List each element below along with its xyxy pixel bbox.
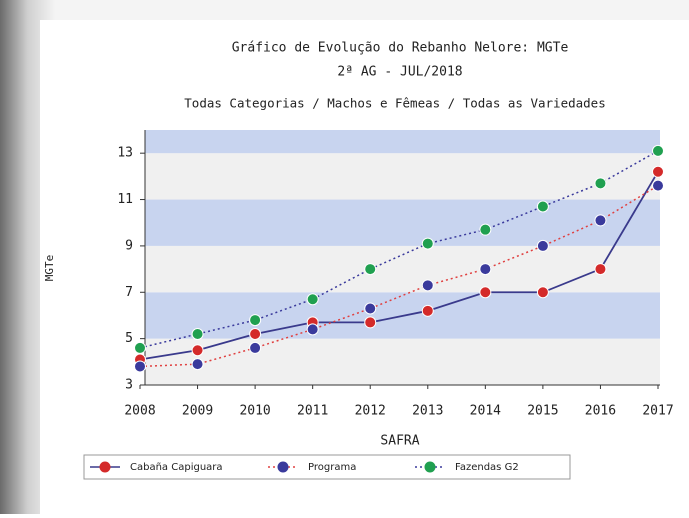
data-point: [595, 178, 606, 189]
legend-marker: [425, 462, 436, 473]
chart: Gráfico de Evolução do Rebanho Nelore: M…: [0, 0, 689, 514]
grid-band: [145, 153, 660, 199]
y-tick-label: 7: [125, 285, 133, 300]
grid-band: [145, 200, 660, 246]
data-point: [135, 361, 146, 372]
data-point: [480, 264, 491, 275]
data-point: [537, 287, 548, 298]
legend-marker: [100, 462, 111, 473]
x-tick-label: 2016: [585, 404, 616, 419]
data-point: [537, 240, 548, 251]
grid-band: [145, 339, 660, 385]
data-point: [192, 345, 203, 356]
legend-label: Cabaña Capiguara: [130, 462, 223, 473]
data-point: [480, 224, 491, 235]
data-point: [595, 215, 606, 226]
data-point: [595, 264, 606, 275]
data-point: [307, 294, 318, 305]
x-tick-label: 2011: [297, 404, 328, 419]
legend-marker: [278, 462, 289, 473]
x-tick-label: 2009: [182, 404, 213, 419]
data-point: [422, 305, 433, 316]
data-point: [307, 324, 318, 335]
data-point: [653, 166, 664, 177]
data-point: [422, 280, 433, 291]
x-tick-label: 2014: [470, 404, 501, 419]
legend-label: Programa: [308, 462, 356, 473]
y-tick-label: 3: [125, 378, 133, 393]
y-tick-label: 5: [125, 331, 133, 346]
data-point: [653, 180, 664, 191]
data-point: [135, 342, 146, 353]
x-tick-label: 2013: [412, 404, 443, 419]
data-point: [192, 329, 203, 340]
page: Gráfico de Evolução do Rebanho Nelore: M…: [0, 0, 689, 514]
chart-title: Gráfico de Evolução do Rebanho Nelore: M…: [232, 41, 569, 56]
grid-band: [145, 246, 660, 292]
x-tick-label: 2015: [527, 404, 558, 419]
data-point: [250, 315, 261, 326]
data-point: [653, 145, 664, 156]
data-point: [422, 238, 433, 249]
chart-description: Todas Categorias / Machos e Fêmeas / Tod…: [184, 96, 605, 111]
data-point: [250, 329, 261, 340]
x-tick-label: 2017: [642, 404, 673, 419]
legend-label: Fazendas G2: [455, 462, 519, 473]
y-tick-label: 9: [125, 238, 133, 253]
data-point: [365, 264, 376, 275]
data-point: [250, 342, 261, 353]
x-tick-label: 2010: [239, 404, 270, 419]
y-tick-label: 13: [117, 146, 133, 161]
data-point: [365, 303, 376, 314]
data-point: [365, 317, 376, 328]
chart-subtitle: 2ª AG - JUL/2018: [337, 65, 462, 80]
x-tick-label: 2008: [124, 404, 155, 419]
x-tick-label: 2012: [355, 404, 386, 419]
y-axis-label: MGTe: [43, 255, 56, 282]
y-tick-label: 11: [117, 192, 133, 207]
grid-band: [145, 130, 660, 153]
x-axis-label: SAFRA: [380, 434, 419, 449]
data-point: [537, 201, 548, 212]
data-point: [480, 287, 491, 298]
data-point: [192, 359, 203, 370]
